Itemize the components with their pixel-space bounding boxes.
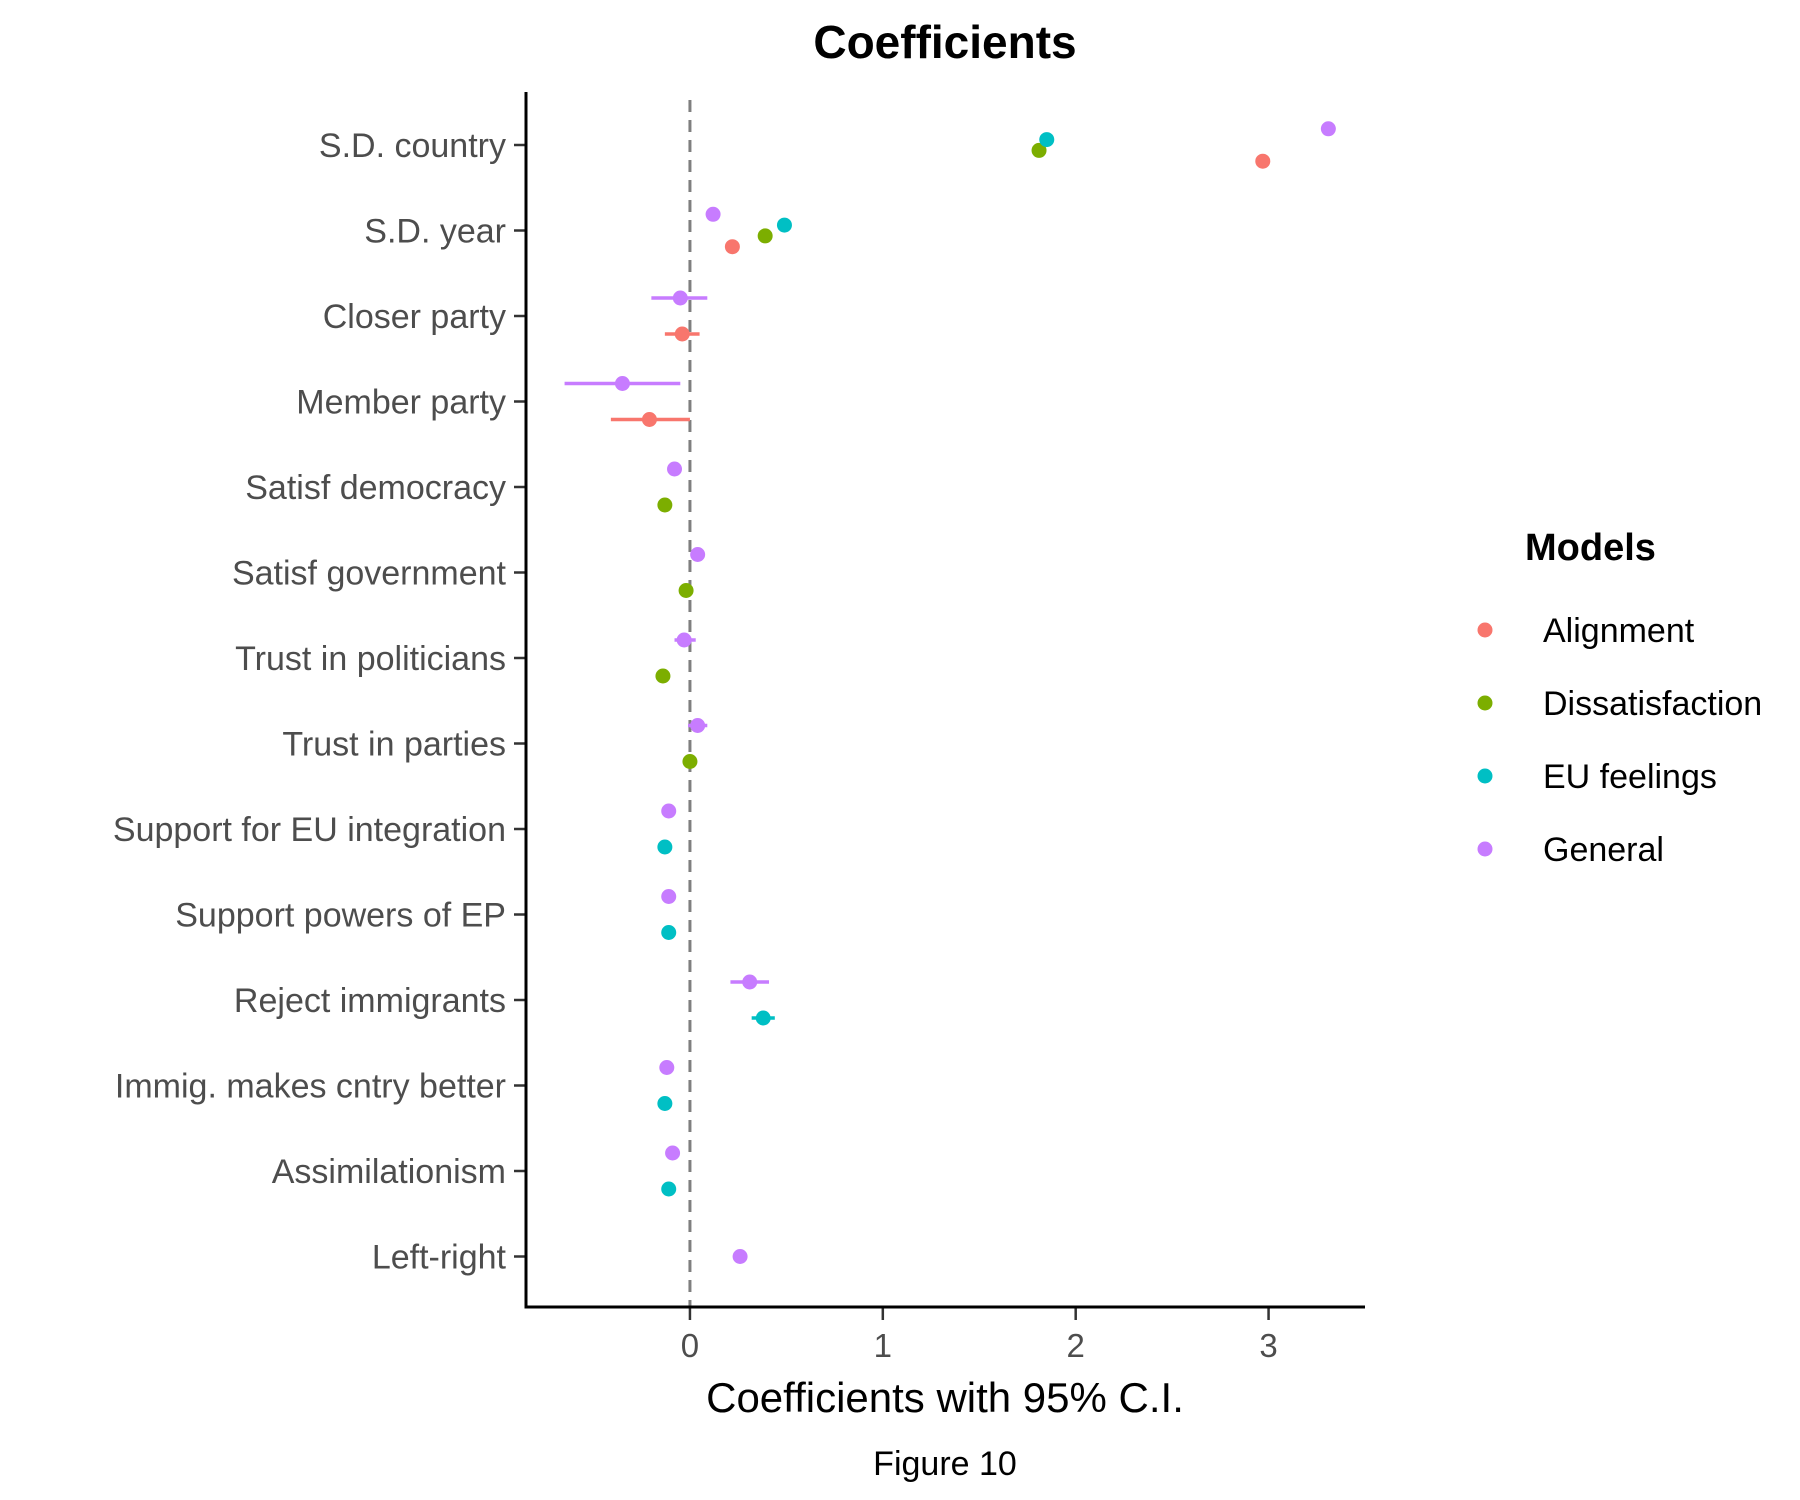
y-tick-label: S.D. year	[364, 213, 506, 251]
y-tick-label: S.D. country	[319, 127, 506, 165]
general-point	[659, 1060, 675, 1075]
eu-feelings-point	[661, 925, 677, 940]
legend-key-alignment	[1477, 622, 1493, 638]
eu-feelings-point	[755, 1010, 771, 1026]
y-tick-label: Trust in politicians	[235, 640, 506, 678]
x-axis-label: Coefficients with 95% C.I.	[706, 1374, 1184, 1421]
legend-items: Alignment Dissatisfaction EU feelings Gener…	[1477, 612, 1762, 869]
x-tick-label: 1	[874, 1327, 892, 1364]
y-tick-label: Left-right	[372, 1239, 507, 1277]
legend-title: Models	[1525, 527, 1656, 569]
general-point	[742, 974, 758, 990]
y-tick-label: Satisf democracy	[245, 469, 506, 507]
dissatisfaction-point	[757, 228, 773, 244]
x-tick-label: 3	[1259, 1327, 1277, 1364]
general-point	[614, 376, 630, 391]
general-point	[705, 206, 721, 222]
y-tick-label: Member party	[296, 384, 506, 422]
general-point	[667, 461, 683, 477]
y-tick-label: Trust in parties	[282, 726, 506, 764]
general-point	[661, 803, 677, 819]
eu-feelings-point	[1039, 132, 1055, 148]
general-point	[690, 547, 706, 562]
legend-key-dissatisfaction	[1477, 695, 1493, 711]
legend: Models Alignment Dissatisfaction EU feelin…	[1477, 527, 1762, 869]
dissatisfaction-point	[657, 497, 673, 513]
x-tick-label: 0	[681, 1327, 699, 1364]
chart-title: Coefficients	[813, 16, 1076, 68]
y-tick-label: Satisf government	[232, 555, 507, 593]
eu-feelings-point	[661, 1181, 677, 1197]
alignment-point	[674, 326, 690, 342]
y-tick-label: Closer party	[323, 298, 506, 336]
legend-key-eu-feelings	[1477, 768, 1493, 784]
dissatisfaction-point	[1031, 142, 1047, 158]
y-tick-label: Support for EU integration	[113, 811, 506, 849]
dissatisfaction-point	[655, 668, 671, 684]
y-tick-label: Assimilationism	[272, 1153, 506, 1191]
y-tick-label: Support powers of EP	[175, 897, 506, 935]
general-point	[1320, 121, 1336, 137]
legend-label-eu-feelings: EU feelings	[1543, 758, 1717, 796]
alignment-point	[1255, 153, 1271, 169]
eu-feelings-point	[657, 839, 673, 855]
legend-label-alignment: Alignment	[1543, 612, 1695, 650]
general-point	[690, 718, 706, 733]
general-point	[732, 1249, 748, 1264]
legend-label-dissatisfaction: Dissatisfaction	[1543, 685, 1762, 723]
alignment-point	[724, 239, 740, 255]
legend-key-general	[1477, 841, 1493, 857]
y-tick-label: Immig. makes cntry better	[115, 1068, 506, 1106]
general-point	[665, 1145, 681, 1161]
general-point	[676, 632, 692, 648]
plot-area: 0 1 2 3 S.D. country S.D. year Closer party Mem…	[113, 100, 1336, 1364]
y-tick-label: Reject immigrants	[234, 982, 506, 1020]
general-point	[672, 290, 688, 306]
eu-feelings-point	[776, 217, 792, 233]
dissatisfaction-point	[678, 583, 694, 598]
figure-caption: Figure 10	[873, 1445, 1017, 1483]
x-tick-label: 2	[1067, 1327, 1085, 1364]
alignment-point	[641, 412, 657, 427]
legend-label-general: General	[1543, 831, 1664, 869]
general-point	[661, 889, 677, 904]
dissatisfaction-point	[682, 754, 698, 769]
eu-feelings-point	[657, 1096, 673, 1111]
